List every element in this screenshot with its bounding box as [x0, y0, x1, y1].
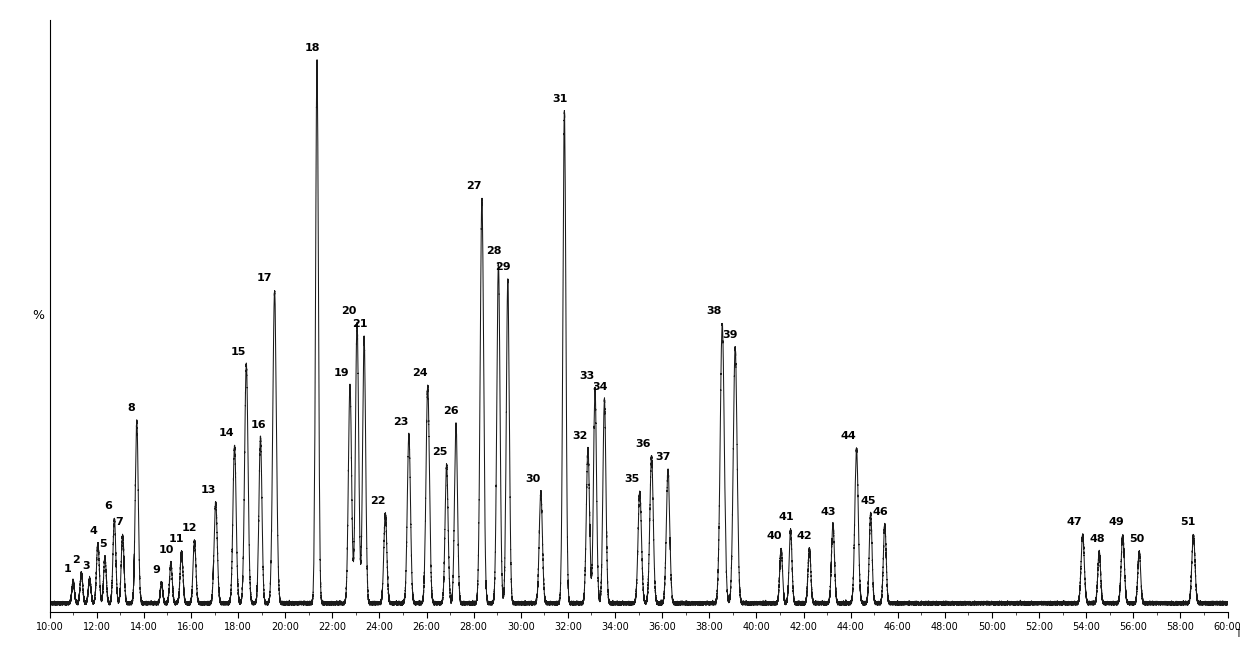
Text: 33: 33 — [579, 371, 594, 381]
Text: 25: 25 — [432, 447, 448, 457]
Text: 3: 3 — [82, 561, 91, 571]
Text: 43: 43 — [821, 507, 836, 517]
Text: 14: 14 — [218, 428, 234, 438]
Text: 27: 27 — [466, 181, 481, 191]
Text: 22: 22 — [371, 496, 386, 506]
Text: 32: 32 — [572, 431, 588, 441]
Text: 30: 30 — [525, 474, 541, 484]
Text: 18: 18 — [305, 43, 320, 52]
Text: 40: 40 — [766, 531, 781, 541]
Text: 29: 29 — [495, 263, 511, 272]
Text: 35: 35 — [624, 474, 639, 484]
Text: 15: 15 — [231, 347, 246, 357]
Text: 31: 31 — [552, 94, 568, 104]
Text: 8: 8 — [126, 403, 135, 413]
Text: 42: 42 — [797, 531, 812, 541]
Text: 41: 41 — [777, 512, 794, 522]
Text: 46: 46 — [872, 507, 888, 517]
Text: 7: 7 — [115, 517, 123, 528]
Text: 1: 1 — [63, 564, 71, 573]
Text: 26: 26 — [444, 406, 459, 416]
Text: 16: 16 — [250, 420, 265, 430]
Text: 2: 2 — [72, 555, 79, 565]
Text: 24: 24 — [412, 368, 428, 378]
Text: 48: 48 — [1089, 534, 1105, 544]
Text: 38: 38 — [707, 306, 722, 316]
Text: 20: 20 — [341, 306, 356, 316]
Text: 34: 34 — [591, 382, 608, 392]
Text: 28: 28 — [486, 246, 501, 256]
Text: 50: 50 — [1130, 534, 1145, 544]
Text: 44: 44 — [841, 431, 856, 441]
Text: 47: 47 — [1066, 517, 1083, 528]
Text: 11: 11 — [169, 534, 185, 544]
Text: 51: 51 — [1180, 517, 1195, 528]
Text: 21: 21 — [352, 319, 367, 329]
Text: 5: 5 — [99, 539, 107, 549]
Text: 6: 6 — [104, 501, 113, 511]
Text: 17: 17 — [257, 274, 272, 284]
Text: 49: 49 — [1109, 517, 1125, 528]
Text: 45: 45 — [861, 496, 875, 506]
Y-axis label: %: % — [32, 309, 45, 323]
Text: 19: 19 — [334, 368, 350, 378]
Text: Time: Time — [1235, 628, 1240, 638]
Text: 23: 23 — [393, 417, 408, 427]
Text: 10: 10 — [159, 544, 174, 554]
Text: 4: 4 — [89, 526, 97, 536]
Text: 9: 9 — [153, 564, 161, 575]
Text: 12: 12 — [182, 523, 197, 533]
Text: 36: 36 — [636, 439, 651, 449]
Text: 13: 13 — [201, 485, 216, 495]
Text: 39: 39 — [723, 330, 738, 340]
Text: 37: 37 — [656, 452, 671, 462]
